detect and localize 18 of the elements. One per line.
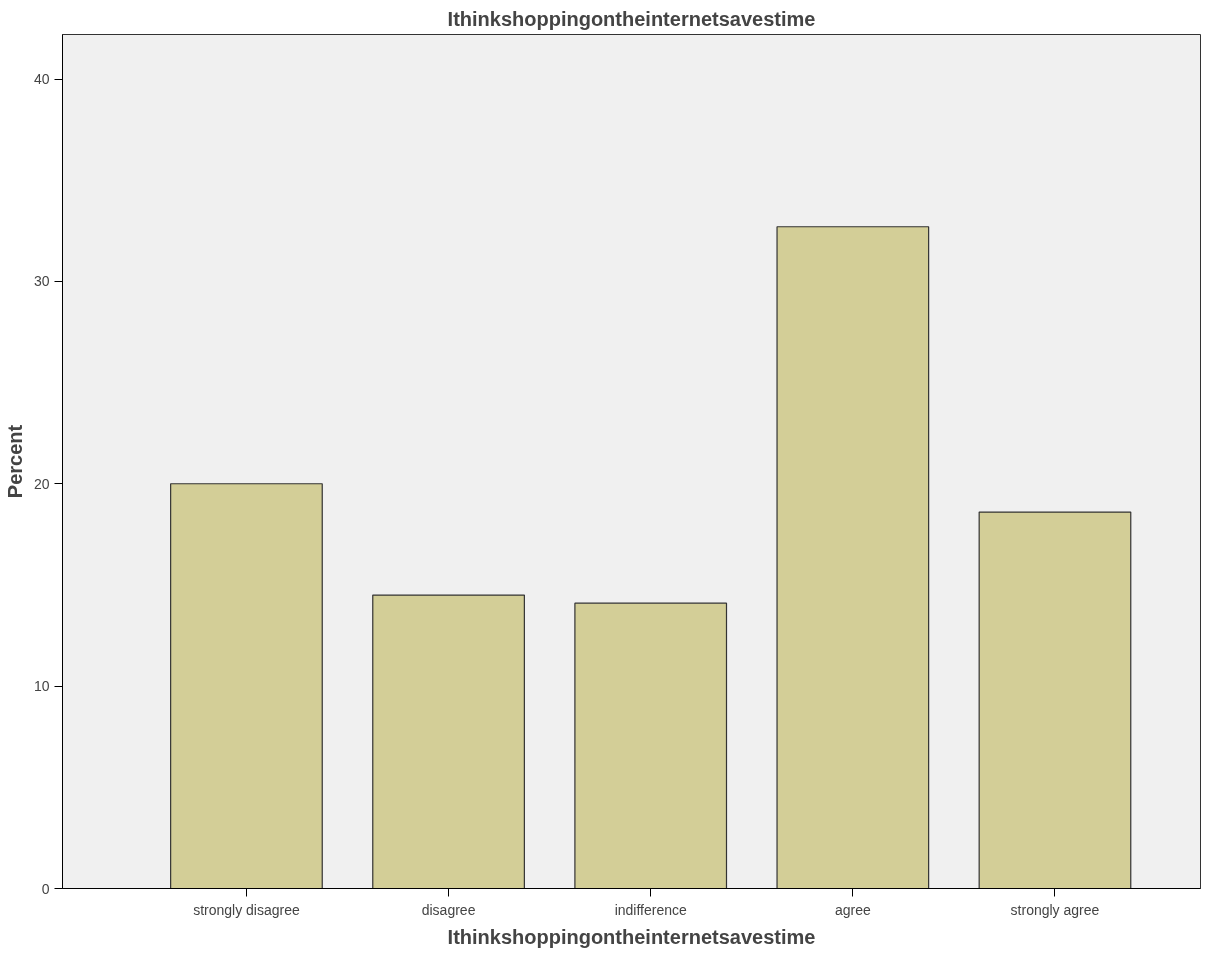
x-tick-label: agree: [834, 901, 871, 918]
y-tick-label: 10: [33, 678, 50, 695]
x-tick-label: strongly agree: [1010, 901, 1100, 918]
y-tick-label: 20: [33, 475, 50, 492]
bar: [978, 511, 1132, 889]
y-axis-title: Percent: [3, 424, 26, 499]
x-tick-label: indifference: [614, 901, 687, 918]
y-tick-label: 0: [41, 880, 50, 897]
bar: [170, 483, 323, 889]
bar: [776, 226, 930, 889]
x-axis-title: Ithinkshoppingontheinternetsavestime: [447, 925, 816, 948]
y-tick-label: 40: [33, 71, 50, 88]
bar: [574, 602, 728, 889]
chart-title: Ithinkshoppingontheinternetsavestime: [447, 7, 816, 30]
x-tick-label: strongly disagree: [193, 901, 300, 918]
bar: [372, 594, 525, 889]
x-tick-label: disagree: [421, 901, 476, 918]
y-tick-label: 30: [33, 273, 50, 290]
